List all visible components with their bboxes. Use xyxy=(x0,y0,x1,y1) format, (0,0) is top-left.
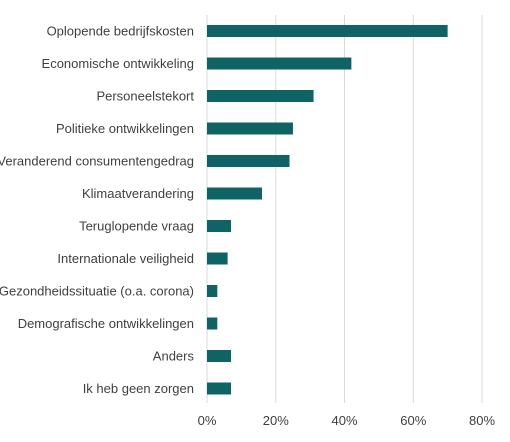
category-label: Klimaatverandering xyxy=(82,186,194,201)
bar xyxy=(207,317,218,330)
category-label: Veranderend consumentengedrag xyxy=(0,154,194,169)
category-label: Anders xyxy=(153,349,195,364)
bar xyxy=(207,90,314,102)
category-label: Oplopende bedrijfskosten xyxy=(47,24,194,39)
bar xyxy=(207,155,290,167)
category-label: Internationale veiligheid xyxy=(57,251,194,266)
bar xyxy=(207,122,293,135)
bar xyxy=(207,252,228,265)
x-tick-label: 40% xyxy=(331,413,357,428)
bar xyxy=(207,350,232,362)
x-tick-label: 60% xyxy=(400,413,426,428)
bar xyxy=(207,25,448,37)
category-label: Ik heb geen zorgen xyxy=(83,381,194,396)
bar xyxy=(207,285,218,297)
bars xyxy=(207,25,448,395)
category-label: Gezondheidssituatie (o.a. corona) xyxy=(0,284,194,299)
category-label: Demografische ontwikkelingen xyxy=(18,316,194,331)
x-tick-label: 80% xyxy=(469,413,495,428)
category-label: Economische ontwikkeling xyxy=(42,56,194,71)
category-label: Personeelstekort xyxy=(96,89,194,104)
bar xyxy=(207,187,262,200)
x-tick-label: 0% xyxy=(198,413,217,428)
category-label: Teruglopende vraag xyxy=(79,219,194,234)
gridlines xyxy=(206,15,483,403)
x-tick-labels: 0% 20% 40% 60% 80% xyxy=(198,413,496,428)
bar xyxy=(207,220,232,232)
category-label: Politieke ontwikkelingen xyxy=(56,121,194,136)
category-labels: Oplopende bedrijfskosten Economische ontw… xyxy=(0,24,194,397)
bar xyxy=(207,57,352,70)
bar xyxy=(207,382,232,395)
x-tick-label: 20% xyxy=(263,413,289,428)
